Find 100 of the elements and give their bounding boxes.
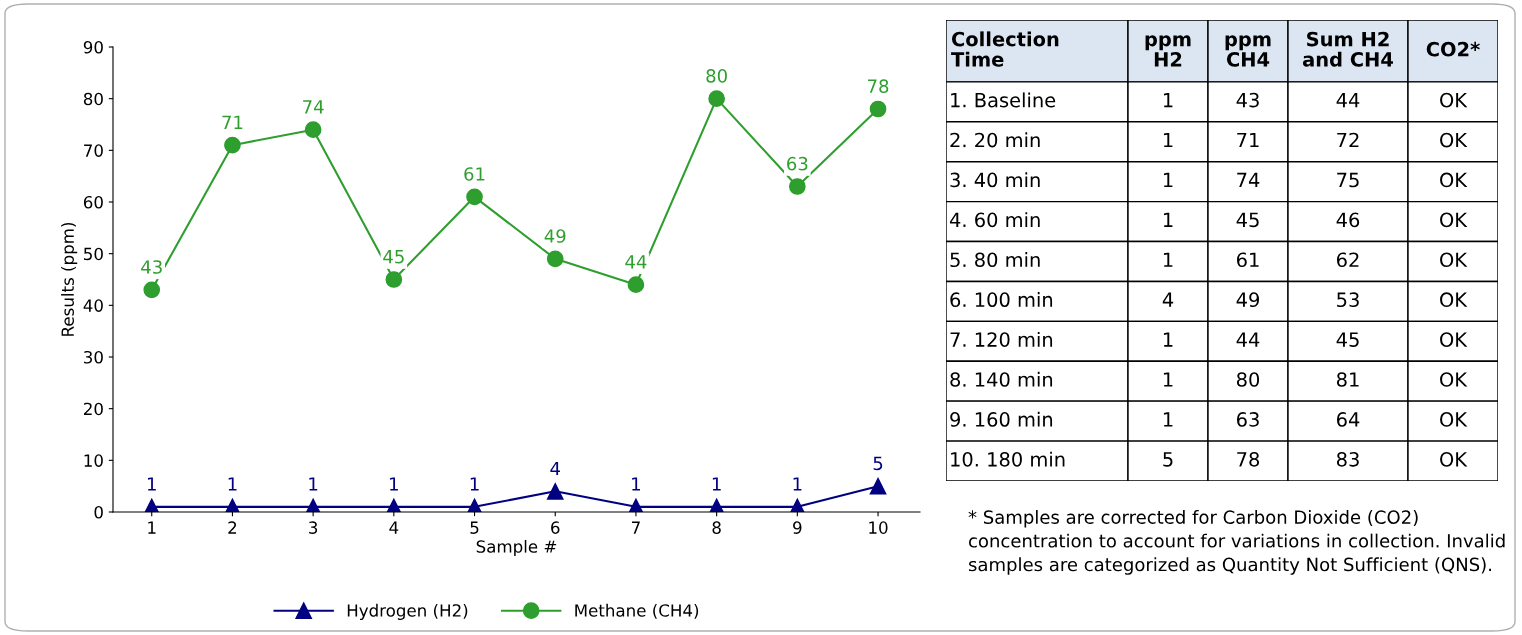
- text: 75: [1337, 172, 1359, 188]
- data-label: 1: [470, 477, 479, 491]
- text: 1. Baseline: [951, 92, 1056, 108]
- text: 43: [1236, 92, 1259, 108]
- data-label: 43: [141, 260, 162, 274]
- text: 3. 40 min: [950, 172, 1040, 188]
- text: 62: [1336, 252, 1359, 268]
- x-tick-label: 3: [309, 521, 318, 534]
- legend-label: Hydrogen (H2): [347, 603, 468, 620]
- text: 10. 180 min: [951, 451, 1065, 467]
- text: OK: [1440, 92, 1468, 108]
- x-tick-label: 6: [551, 521, 560, 534]
- y-tick-label: 90: [83, 40, 103, 54]
- category-label: Collection Time: [951, 31, 1059, 67]
- y-tick-label: 60: [83, 195, 103, 209]
- text: 5. 80 min: [950, 252, 1040, 268]
- text: OK: [1440, 252, 1468, 268]
- text: * Samples are corrected for Carbon Dioxide (CO2) concentration to account for variations in collection. Invalid samples are categorized as Quantity Not Sufficient (QNS).: [968, 510, 1505, 575]
- text: OK: [1440, 132, 1468, 148]
- text: OK: [1440, 372, 1468, 387]
- data-label: 74: [303, 100, 324, 114]
- data-label: 45: [383, 250, 404, 264]
- y-tick-label: 30: [84, 350, 103, 364]
- x-tick-label: 5: [470, 521, 479, 534]
- category-label: Sum H2 and CH4: [1302, 31, 1393, 67]
- text: 4: [1162, 292, 1174, 307]
- text: 2. 20 min: [950, 132, 1040, 148]
- category-label: 1: [1163, 412, 1173, 427]
- x-axis-title: Sample #: [476, 539, 557, 557]
- data-label: 1: [228, 477, 237, 491]
- text: 81: [1336, 372, 1359, 387]
- text: 44: [1336, 93, 1360, 108]
- category-label: 1: [1163, 372, 1173, 387]
- category-label: 1: [1163, 132, 1173, 148]
- data-label: 1: [147, 477, 156, 491]
- data-label: 1: [793, 477, 802, 491]
- y-tick-label: 20: [83, 402, 103, 416]
- category-label: ppm H2: [1145, 35, 1191, 67]
- data-label: 80: [706, 69, 727, 83]
- text: 45: [1236, 212, 1259, 228]
- x-tick-label: 9: [793, 521, 802, 534]
- data-label: 78: [868, 79, 889, 93]
- legend-label: Methane (CH4): [575, 603, 699, 619]
- data-label: 1: [390, 477, 398, 491]
- text: 80: [1236, 372, 1260, 387]
- text: 63: [1236, 412, 1259, 427]
- y-tick-label: 40: [83, 299, 103, 312]
- text: OK: [1440, 212, 1468, 228]
- text: 83: [1336, 451, 1359, 467]
- x-tick-label: 4: [389, 521, 399, 534]
- x-tick-label: 10: [869, 521, 888, 534]
- x-tick-label: 1: [148, 521, 156, 534]
- text: 72: [1337, 132, 1359, 148]
- category-label: ppm CH4: [1225, 35, 1271, 67]
- category-label: 1: [1163, 332, 1173, 347]
- y-axis-title: Results (ppm): [61, 222, 78, 336]
- text: 53: [1337, 292, 1359, 308]
- text: 61: [1236, 252, 1259, 268]
- data-label: 44: [625, 255, 647, 269]
- text: 44: [1236, 332, 1260, 347]
- category-label: 1: [1163, 93, 1173, 108]
- x-tick-label: 2: [228, 521, 237, 534]
- y-tick-label: 10: [84, 454, 103, 467]
- data-label: 71: [222, 115, 243, 129]
- category-label: 1: [1163, 172, 1173, 188]
- text: OK: [1440, 412, 1468, 427]
- text: 8. 140 min: [950, 371, 1053, 387]
- text: 46: [1336, 212, 1360, 228]
- data-label: 49: [544, 229, 566, 243]
- data-label: 61: [464, 167, 485, 181]
- text: 78: [1237, 451, 1260, 467]
- y-tick-label: 50: [84, 247, 103, 261]
- text: 7. 120 min: [950, 331, 1053, 347]
- data-label: 1: [632, 477, 641, 491]
- text: 5: [1163, 452, 1173, 467]
- text: 64: [1336, 412, 1360, 427]
- text: 74: [1237, 172, 1260, 188]
- data-label: 63: [787, 156, 808, 171]
- text: OK: [1440, 451, 1468, 467]
- y-tick-label: 70: [84, 144, 103, 157]
- x-tick-label: 8: [712, 521, 721, 534]
- data-label: 1: [309, 477, 318, 491]
- y-tick-label: 0: [94, 505, 103, 519]
- data-label: 5: [873, 456, 883, 471]
- category-label: 1: [1163, 212, 1173, 227]
- text: OK: [1440, 172, 1468, 188]
- text: 71: [1237, 132, 1259, 148]
- text: OK: [1440, 332, 1468, 347]
- x-tick-label: 7: [632, 521, 640, 534]
- text: 6. 100 min: [950, 291, 1053, 308]
- y-tick-label: 80: [83, 92, 103, 106]
- category-label: 1: [1163, 252, 1173, 267]
- data-label: 4: [550, 461, 560, 476]
- text: 49: [1236, 292, 1259, 308]
- category-label: CO2*: [1426, 41, 1480, 57]
- data-label: 1: [712, 477, 721, 491]
- text: 4. 60 min: [949, 212, 1040, 228]
- text: 9. 160 min: [950, 411, 1053, 427]
- text: OK: [1440, 292, 1468, 308]
- text: 45: [1336, 332, 1359, 347]
